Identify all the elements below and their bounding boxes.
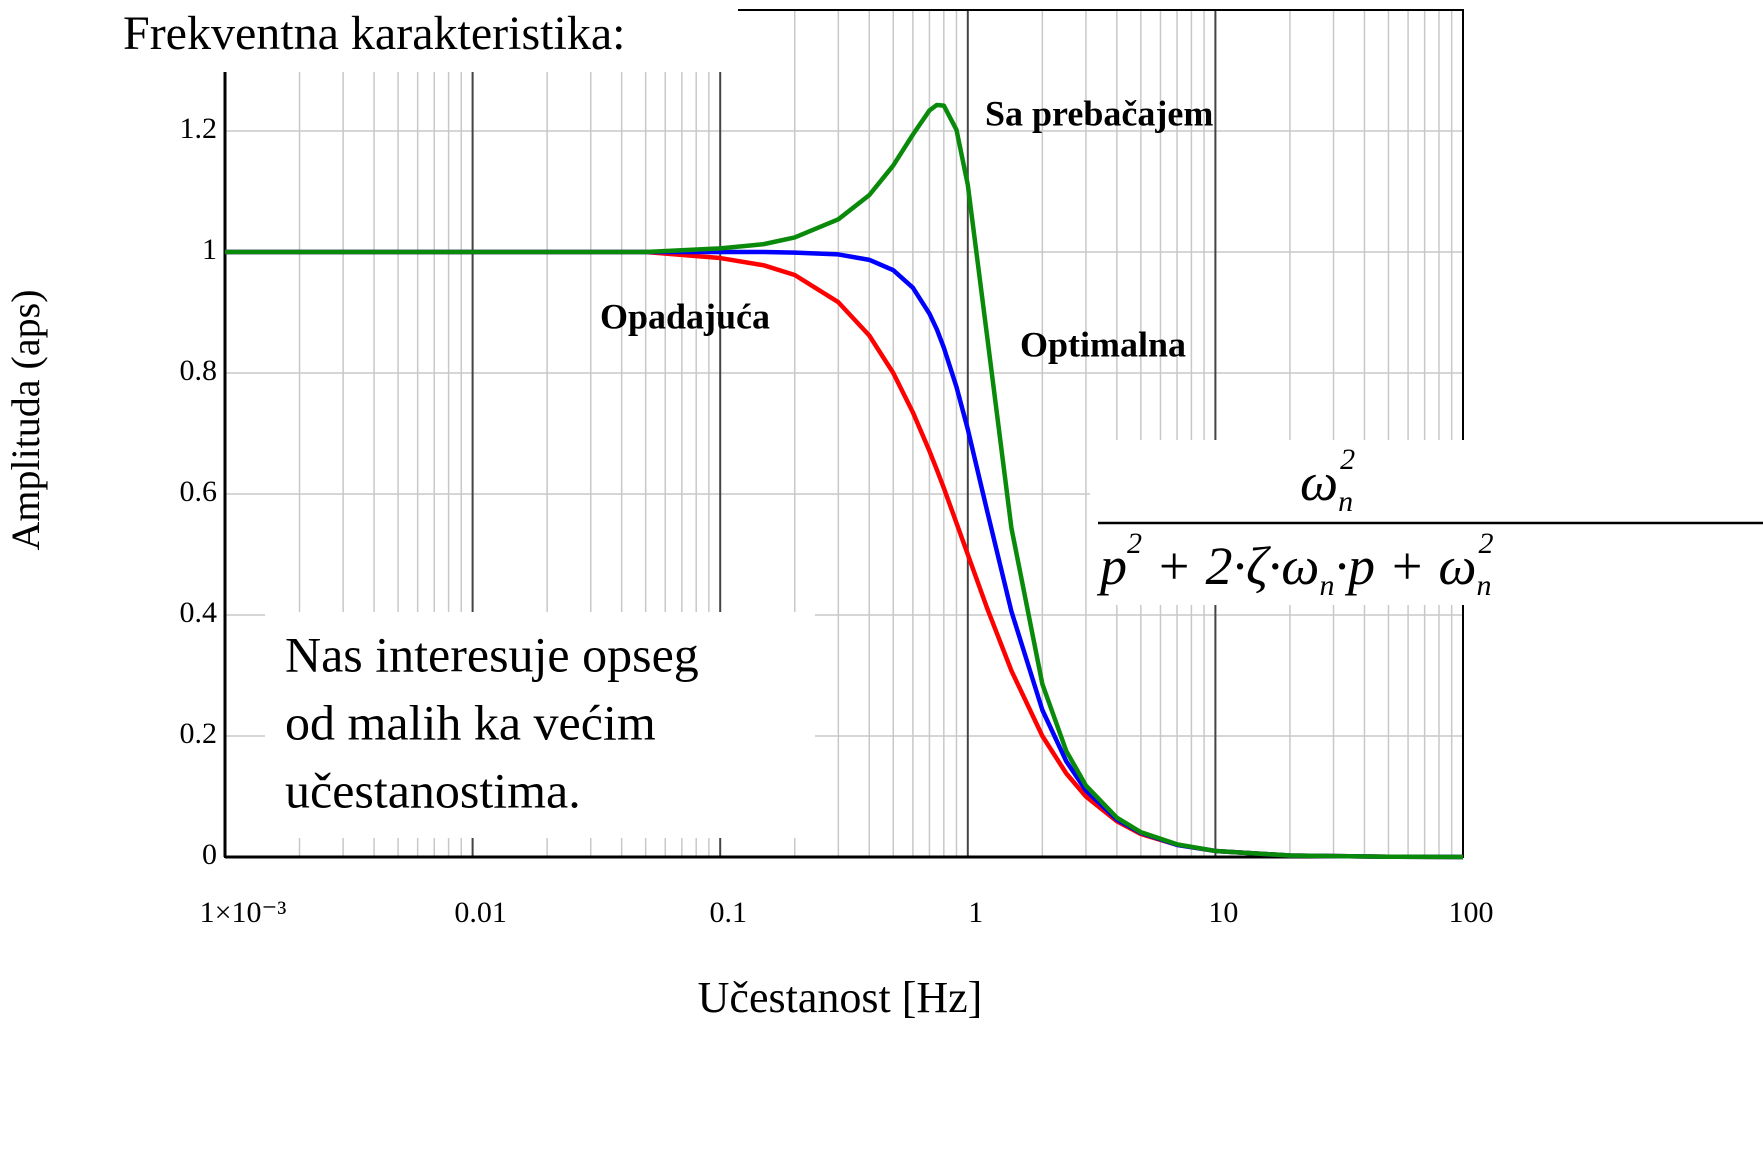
y-tick-label: 0.8 <box>180 354 218 387</box>
x-tick-label: 0.01 <box>454 896 507 929</box>
y-tick-label: 1.2 <box>180 112 218 145</box>
x-tick-label: 100 <box>1449 896 1494 929</box>
y-tick-label: 0.6 <box>180 475 218 508</box>
series-label: Sa prebačajem <box>985 93 1213 133</box>
y-tick-label: 1 <box>202 233 217 266</box>
series-label: Optimalna <box>1020 324 1186 364</box>
x-axis-label: Učestanost [Hz] <box>698 973 983 1022</box>
formula-numerator: ωn 2 <box>1300 443 1355 518</box>
formula-sup: 2 <box>1340 443 1355 476</box>
formula-text: ·p + ω <box>1334 536 1476 596</box>
formula-denominator: p2 + 2·ζ·ωn·p + ωn2 <box>1096 527 1494 602</box>
y-axis-label: Amplituda (aps) <box>3 289 48 550</box>
chart-title: Frekventna karakteristika: <box>123 7 625 60</box>
y-tick-label: 0.2 <box>180 717 218 750</box>
x-tick-label: 1 <box>968 896 983 929</box>
formula-term: + 2·ζ·ωn <box>1142 536 1334 602</box>
formula-term: ·p + ωn 2 <box>1334 527 1493 602</box>
x-tick-label: 1×10⁻³ <box>200 896 287 929</box>
formula-sub: n <box>1477 569 1492 602</box>
formula-sub: n <box>1338 485 1353 518</box>
note-background <box>265 612 815 838</box>
formula-sub: n <box>1319 569 1334 602</box>
formula-text: + 2·ζ·ω <box>1142 536 1319 596</box>
formula-text: p <box>1096 536 1127 596</box>
formula-text: ω <box>1300 452 1338 512</box>
y-tick-label: 0.4 <box>180 596 218 629</box>
series-line <box>225 102 1464 860</box>
note-line: od malih ka većim <box>285 694 656 750</box>
y-tick-label: 0 <box>202 838 217 871</box>
formula-sup: 2 <box>1127 527 1142 560</box>
x-tick-label: 0.1 <box>709 896 747 929</box>
formula-sup: 2 <box>1479 527 1494 560</box>
series-label: Opadajuća <box>600 296 770 336</box>
x-tick-label: 10 <box>1208 896 1238 929</box>
title-background <box>0 0 738 72</box>
note-line: učestanostima. <box>285 762 581 818</box>
formula-term: p2 <box>1096 527 1142 597</box>
note-line: Nas interesuje opseg <box>285 626 699 682</box>
